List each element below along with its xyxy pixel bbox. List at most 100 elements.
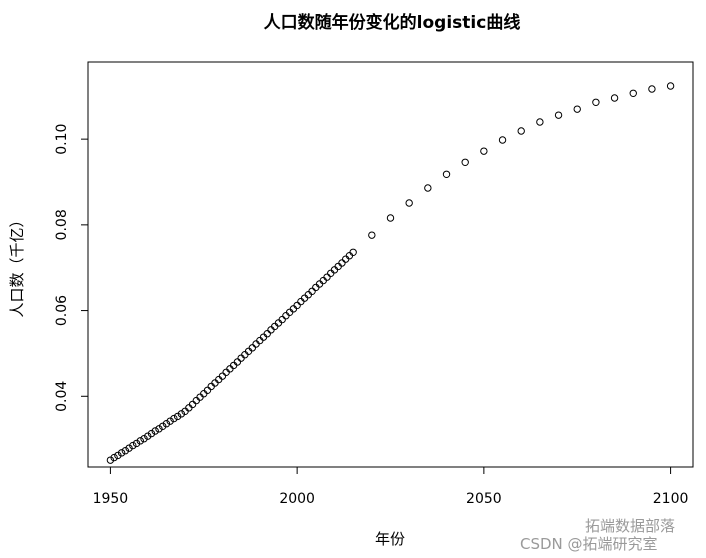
data-point (244, 347, 253, 355)
data-point (215, 375, 223, 384)
data-point (315, 280, 324, 288)
data-point (155, 425, 163, 433)
data-point (274, 319, 283, 327)
data-point (170, 414, 178, 423)
data-point (386, 214, 395, 222)
data-point (330, 266, 339, 274)
data-point (461, 158, 469, 166)
data-point (267, 326, 275, 334)
data-point (338, 259, 346, 267)
data-point (211, 379, 219, 387)
data-point (233, 358, 242, 366)
data-point (226, 365, 234, 373)
watermark-line2: CSDN @拓端研究室 (520, 535, 658, 553)
x-tick-label: 2100 (653, 491, 689, 507)
data-point (592, 98, 600, 106)
data-point (285, 308, 294, 316)
data-point (158, 422, 167, 430)
data-point (218, 372, 227, 380)
data-point (554, 111, 563, 119)
data-point (334, 262, 342, 271)
data-point (308, 287, 316, 295)
data-point (278, 315, 286, 324)
data-point (424, 184, 432, 192)
data-point (140, 435, 148, 443)
x-tick-label: 2050 (466, 491, 502, 507)
data-point (312, 283, 320, 292)
data-point (289, 305, 298, 313)
data-point (117, 449, 126, 457)
data-point (237, 354, 245, 362)
data-point (132, 439, 141, 448)
plot-frame (87, 61, 694, 468)
data-point (405, 199, 413, 207)
data-point (271, 322, 279, 331)
data-point (610, 94, 619, 102)
data-point (293, 301, 301, 310)
x-axis-label: 年份 (375, 530, 405, 548)
data-point (241, 351, 249, 359)
data-point (192, 396, 201, 405)
data-point (304, 291, 313, 299)
data-point (147, 429, 156, 438)
chart-title: 人口数随年份变化的logistic曲线 (264, 12, 521, 33)
data-point (188, 400, 197, 409)
data-point (203, 386, 212, 394)
data-point (177, 410, 186, 418)
data-point (200, 390, 208, 398)
data-point (196, 393, 204, 401)
data-point (110, 453, 118, 462)
y-tick-label: 0.04 (54, 381, 70, 412)
data-point (256, 336, 264, 345)
data-point (517, 127, 525, 135)
data-point (166, 417, 174, 425)
data-point (327, 269, 335, 277)
data-point (323, 273, 331, 281)
y-axis-label: 人口数（千亿） (8, 212, 26, 317)
data-point (173, 412, 182, 421)
y-tick-label: 0.06 (54, 295, 70, 326)
data-point (368, 231, 376, 239)
data-point (222, 368, 230, 376)
data-point (162, 420, 171, 428)
data-point (297, 297, 305, 306)
data-point (129, 441, 137, 450)
data-point (185, 404, 193, 412)
data-point (106, 456, 115, 464)
data-point (248, 344, 257, 352)
data-point (648, 85, 656, 93)
y-tick-label: 0.10 (54, 124, 70, 155)
data-point (114, 451, 122, 460)
data-point (573, 105, 581, 113)
data-point (300, 294, 309, 302)
x-tick-label: 2000 (279, 491, 315, 507)
data-point (144, 432, 152, 440)
data-point (121, 447, 130, 455)
data-point (442, 170, 451, 178)
data-point (341, 255, 350, 263)
data-point (536, 118, 544, 126)
data-point (207, 382, 215, 391)
data-point (252, 340, 260, 348)
data-point (349, 248, 357, 256)
data-point (136, 437, 144, 445)
data-points (106, 82, 675, 464)
data-point (263, 330, 271, 338)
data-point (282, 312, 290, 320)
data-point (151, 427, 159, 435)
data-point (480, 147, 488, 155)
data-point (229, 361, 238, 370)
x-tick-label: 1950 (93, 491, 129, 507)
data-point (345, 252, 354, 260)
data-point (666, 82, 675, 90)
data-point (498, 136, 507, 144)
data-point (259, 333, 268, 341)
watermark-line1: 拓端数据部落 (585, 517, 676, 535)
data-point (629, 89, 637, 97)
x-axis: 1950 2000 2050 2100 (93, 466, 689, 507)
data-point (319, 276, 327, 285)
y-tick-label: 0.08 (54, 209, 70, 240)
data-point (125, 444, 133, 452)
